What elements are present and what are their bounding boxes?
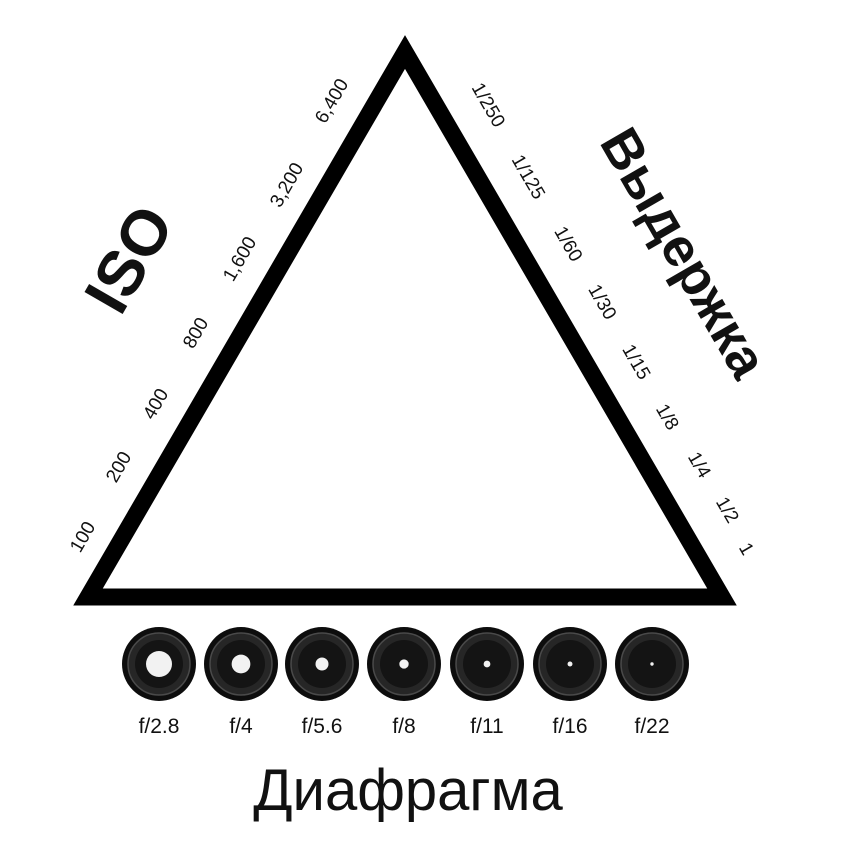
shutter-value-label: 1/125 [507,151,549,203]
fstop-label: f/16 [552,715,587,738]
aperture-title: Диафрагма [253,758,563,823]
aperture-icon [122,627,196,701]
fstop-label: f/5.6 [302,715,343,738]
shutter-value-label: 1/250 [467,79,509,131]
aperture-icon [533,627,607,701]
aperture-stops: f/2.8 f/4 f/5.6 f/8 f/11 f/16 f/22 [122,627,689,738]
iso-value-label: 400 [139,385,173,423]
shutter-value-label: 1/2 [711,494,742,527]
exposure-triangle [73,35,737,606]
iso-value-label: 6,400 [311,75,353,127]
iso-value-label: 800 [179,314,213,352]
aperture-icon [204,627,278,701]
aperture-icon [285,627,359,701]
iso-value-label: 3,200 [266,159,308,211]
iso-value-label: 100 [66,518,100,556]
shutter-value-label: 1/60 [549,223,586,266]
shutter-value-label: 1/30 [583,281,620,324]
aperture-icon [615,627,689,701]
shutter-value-label: 1 [734,539,757,559]
fstop-label: f/4 [229,715,253,738]
shutter-title: Выдержка [588,118,779,389]
fstop-label: f/22 [634,715,669,738]
iso-value-label: 1,600 [219,233,261,285]
fstop-label: f/2.8 [139,715,180,738]
aperture-icon [450,627,524,701]
shutter-value-label: 1/8 [651,401,682,434]
iso-title: ISO [70,193,187,324]
iso-value-label: 200 [102,448,136,486]
aperture-icon [367,627,441,701]
fstop-label: f/8 [392,715,415,738]
shutter-value-label: 1/15 [617,341,654,384]
shutter-value-label: 1/4 [683,449,715,483]
fstop-label: f/11 [470,715,503,738]
